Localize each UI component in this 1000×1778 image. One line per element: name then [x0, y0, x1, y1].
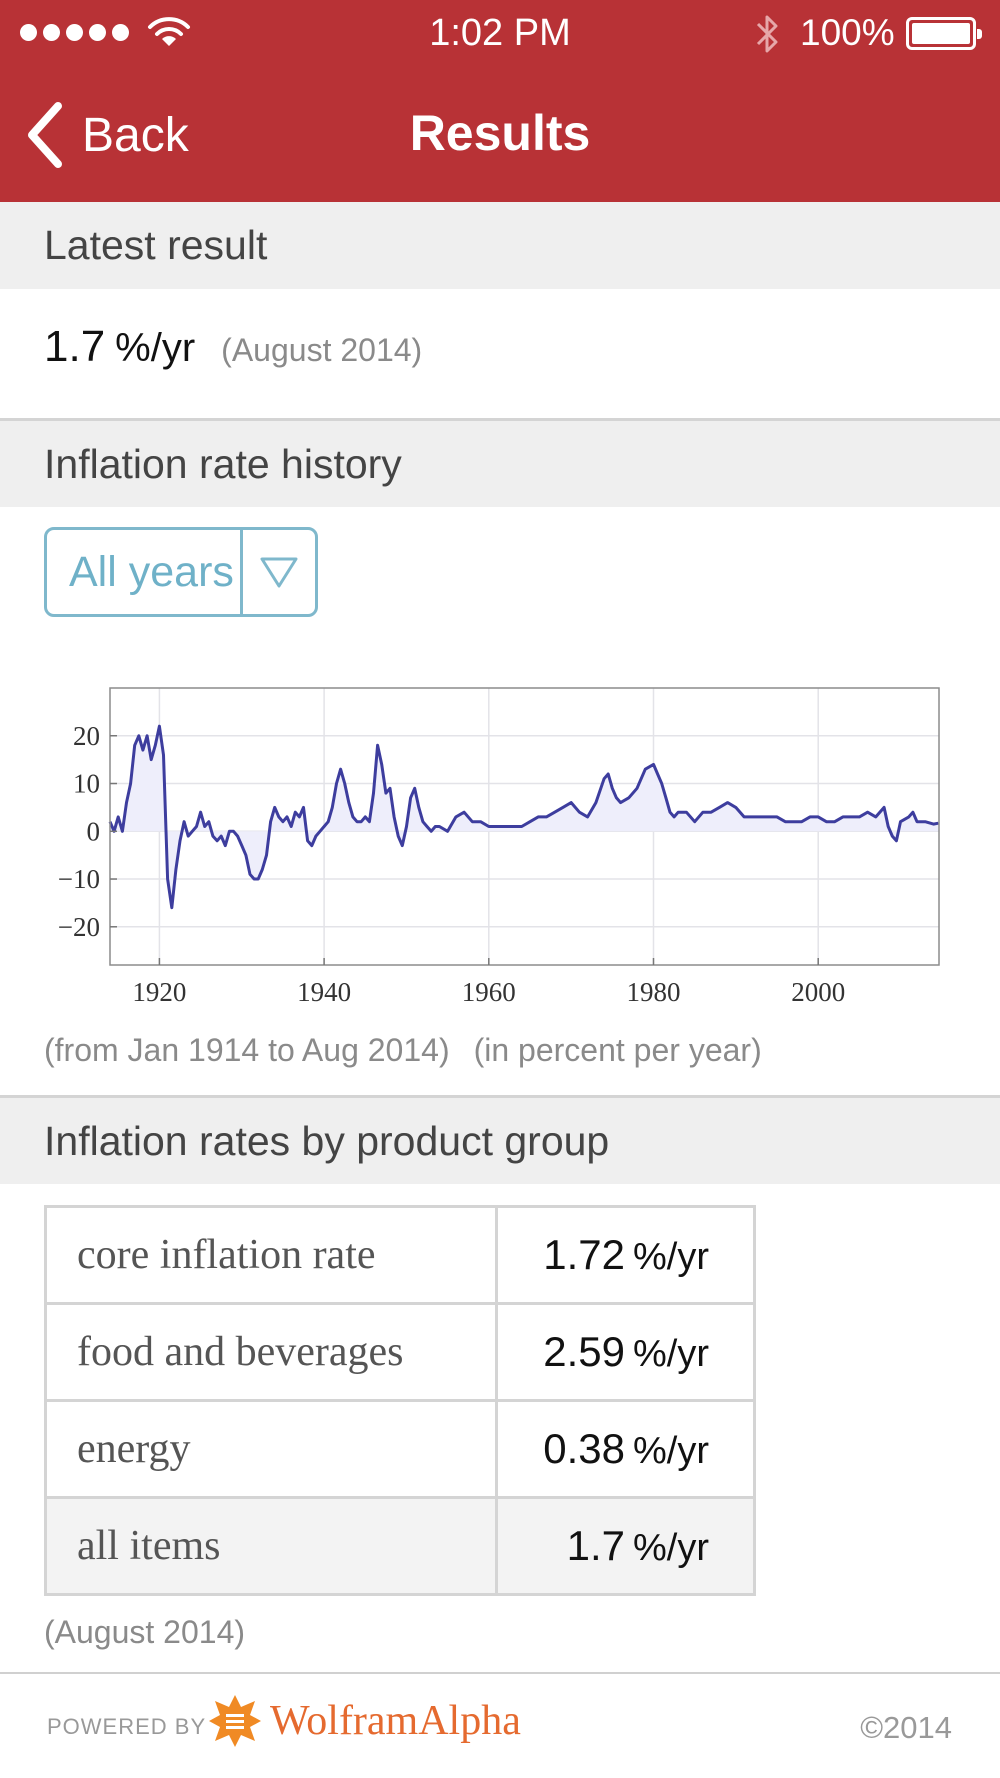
row-unit: %/yr [633, 1236, 709, 1278]
row-name: all items [44, 1496, 498, 1596]
row-value: 2.59 [543, 1328, 625, 1375]
inflation-history-chart: 20 10 0 −10 −20 1920 1940 1960 1980 2000 [58, 687, 940, 1007]
product-group-table: core inflation rate 1.72 %/yr food and be… [44, 1205, 756, 1596]
bluetooth-icon [756, 15, 778, 53]
row-name: core inflation rate [44, 1205, 498, 1305]
row-value: 1.7 [566, 1522, 625, 1569]
battery-icon [906, 17, 982, 50]
section-history: Inflation rate history [0, 421, 1000, 507]
y-tick-label: 20 [73, 721, 100, 751]
latest-value: 1.7 [44, 322, 106, 371]
row-value-cell: 1.7 %/yr [495, 1496, 756, 1596]
brand-name: WolframAlpha [270, 1698, 521, 1744]
x-tick-label: 1920 [132, 977, 186, 1007]
status-bar: 1:02 PM 100% [0, 0, 1000, 70]
plot-frame [109, 687, 940, 966]
section-latest-result: Latest result [0, 202, 1000, 289]
x-tick-label: 2000 [791, 977, 845, 1007]
table-row: core inflation rate 1.72 %/yr [44, 1205, 756, 1305]
row-value: 1.72 [543, 1231, 625, 1278]
x-tick-label: 1980 [626, 977, 680, 1007]
battery-percent: 100% [800, 12, 895, 53]
divider [0, 418, 1000, 421]
chevron-left-icon [28, 102, 62, 168]
latest-date: (August 2014) [221, 332, 423, 368]
chart-notes: (from Jan 1914 to Aug 2014) (in percent … [44, 1032, 762, 1069]
wolfram-star-icon [209, 1695, 261, 1747]
row-name: energy [44, 1399, 498, 1499]
row-value-cell: 2.59 %/yr [495, 1302, 756, 1402]
chart-range-note: (from Jan 1914 to Aug 2014) [44, 1032, 450, 1068]
section-product-groups: Inflation rates by product group [0, 1098, 1000, 1184]
table-row: all items 1.7 %/yr [44, 1496, 756, 1596]
y-tick-label: −10 [58, 864, 100, 894]
wolfram-alpha-logo[interactable]: WolframAlpha [208, 1694, 521, 1748]
divider [0, 1095, 1000, 1098]
footer: POWERED BY WolframAlpha ©2014 [0, 1672, 1000, 1778]
latest-result: 1.7 %/yr (August 2014) [44, 322, 422, 372]
x-tick-label: 1940 [297, 977, 351, 1007]
back-button[interactable]: Back [24, 100, 189, 170]
header-bar: 1:02 PM 100% Back Results [0, 0, 1000, 202]
row-unit: %/yr [633, 1430, 709, 1472]
y-tick-label: 10 [73, 769, 100, 799]
row-value-cell: 1.72 %/yr [495, 1205, 756, 1305]
back-label: Back [82, 108, 189, 162]
triangle-down-icon [243, 530, 315, 614]
row-value: 0.38 [543, 1425, 625, 1472]
copyright: ©2014 [860, 1710, 952, 1745]
nav-bar: Back Results [0, 70, 1000, 202]
latest-unit: %/yr [115, 326, 196, 370]
y-tick-label: 0 [87, 816, 101, 846]
range-dropdown[interactable]: All years [44, 527, 318, 617]
chart-units-note: (in percent per year) [473, 1032, 762, 1068]
status-time: 1:02 PM [429, 12, 571, 54]
x-tick-label: 1960 [462, 977, 516, 1007]
row-unit: %/yr [633, 1527, 709, 1569]
signal-dots-icon [20, 24, 129, 41]
range-dropdown-label: All years [47, 530, 243, 614]
page-title: Results [409, 105, 591, 161]
powered-by-label: POWERED BY [47, 1714, 207, 1739]
row-name: food and beverages [44, 1302, 498, 1402]
row-value-cell: 0.38 %/yr [495, 1399, 756, 1499]
wifi-icon [148, 17, 190, 46]
table-row: food and beverages 2.59 %/yr [44, 1302, 756, 1402]
table-date-note: (August 2014) [44, 1614, 246, 1650]
table-row: energy 0.38 %/yr [44, 1399, 756, 1499]
y-tick-label: −20 [58, 912, 100, 942]
row-unit: %/yr [633, 1333, 709, 1375]
series-line [108, 724, 939, 910]
